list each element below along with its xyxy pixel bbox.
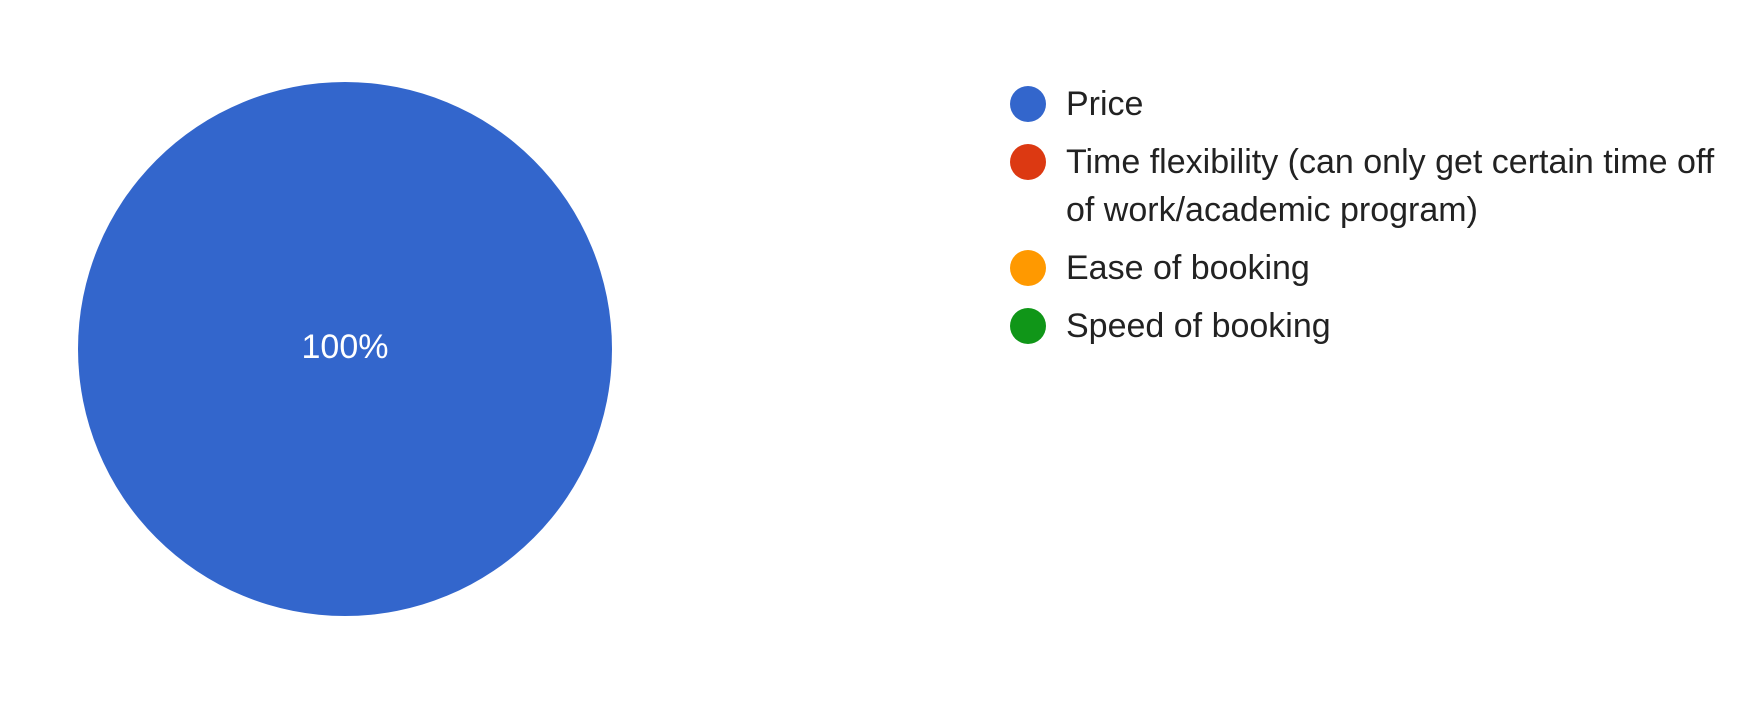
legend-item-ease-of-booking[interactable]: Ease of booking: [1010, 244, 1730, 292]
legend-item-price[interactable]: Price: [1010, 80, 1730, 128]
legend-label-speed-of-booking: Speed of booking: [1066, 307, 1331, 345]
slice-label-price: 100%: [302, 328, 389, 366]
legend-item-time-flexibility[interactable]: Time flexibility (can only get certain t…: [1010, 138, 1730, 234]
legend-label-price: Price: [1066, 85, 1144, 123]
legend-swatch-speed-of-booking: [1010, 308, 1046, 344]
pie-slice-price[interactable]: [78, 82, 612, 616]
legend-item-speed-of-booking[interactable]: Speed of booking: [1010, 302, 1730, 350]
legend-label-ease-of-booking: Ease of booking: [1066, 249, 1310, 287]
legend-swatch-ease-of-booking: [1010, 250, 1046, 286]
legend-label-time-flexibility: Time flexibility (can only get certain t…: [1066, 143, 1715, 229]
pie-chart: 100%: [78, 82, 612, 616]
legend: Price Time flexibility (can only get cer…: [1010, 80, 1730, 360]
legend-swatch-price: [1010, 86, 1046, 122]
legend-swatch-time-flexibility: [1010, 144, 1046, 180]
